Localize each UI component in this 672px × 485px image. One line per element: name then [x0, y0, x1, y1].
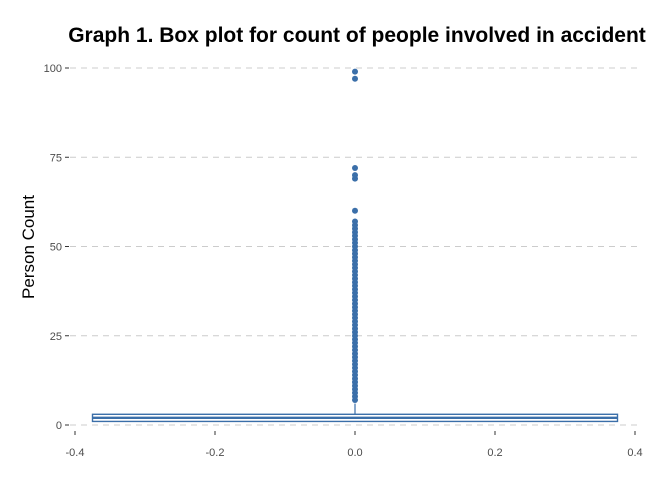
y-axis-label: Person Count [19, 195, 38, 299]
outlier-point [352, 164, 358, 171]
y-axis-ticks: 0 25 50 75 100 [44, 63, 69, 432]
y-tick-label: 100 [44, 63, 62, 75]
x-tick-label: 0.2 [487, 447, 502, 459]
outlier-point [352, 172, 358, 179]
gridlines [70, 67, 640, 426]
x-axis-ticks: -0.4 -0.2 0.0 0.2 0.4 [66, 431, 643, 459]
chart-title: Graph 1. Box plot for count of people in… [68, 24, 646, 47]
y-tick-label: 25 [50, 331, 62, 343]
y-tick-label: 75 [50, 152, 62, 164]
outlier-point [352, 207, 358, 214]
x-tick-label: -0.4 [66, 447, 85, 459]
outlier-point [352, 68, 358, 75]
box-plot [91, 403, 619, 423]
outlier-point [352, 75, 358, 82]
y-tick-label: 50 [50, 242, 62, 254]
y-tick-label: 0 [56, 420, 62, 432]
outlier-point [352, 218, 358, 225]
x-tick-label: 0.4 [627, 447, 642, 459]
x-tick-label: 0.0 [347, 447, 362, 459]
outlier-points [352, 68, 358, 404]
x-tick-label: -0.2 [206, 447, 225, 459]
